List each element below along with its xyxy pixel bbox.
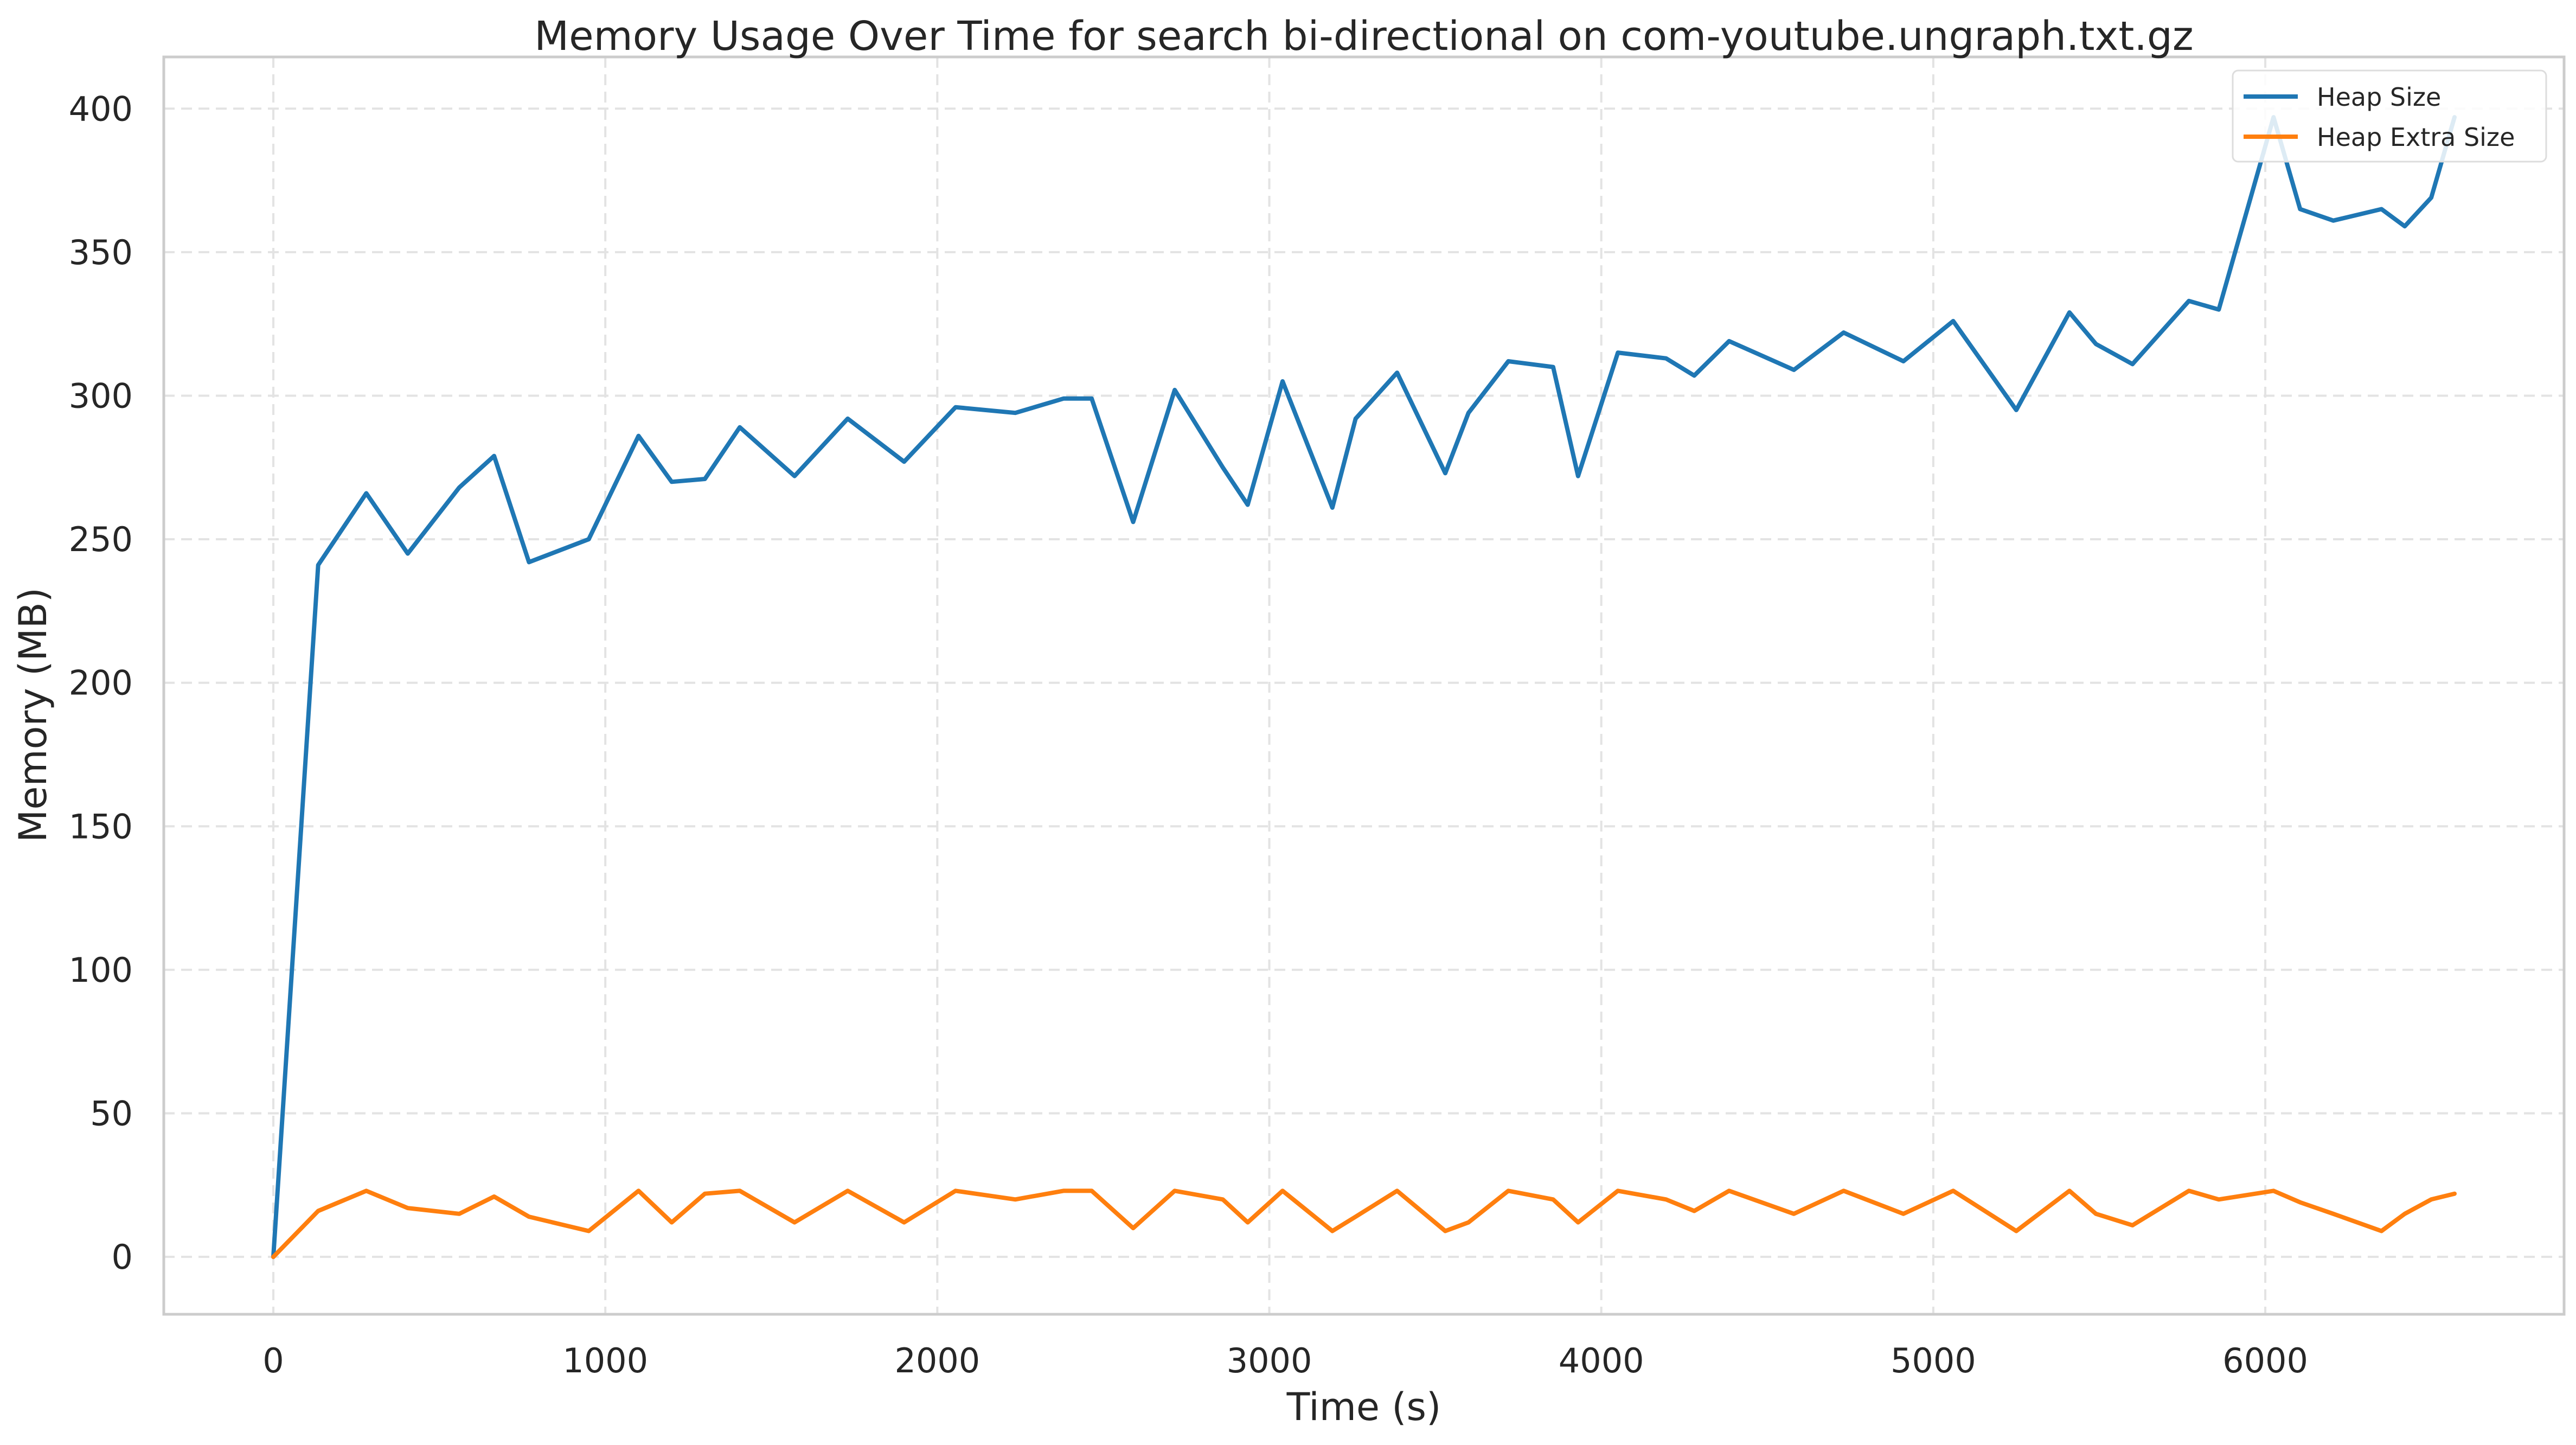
y-axis-label: Memory (MB) <box>11 587 55 842</box>
y-tick-label: 150 <box>69 807 133 846</box>
chart-title: Memory Usage Over Time for search bi-dir… <box>534 13 2193 60</box>
plot-frame <box>162 55 2566 1316</box>
grid-lines <box>164 57 2564 1314</box>
series-line-heap-size <box>271 115 2457 1259</box>
legend-box <box>2232 69 2547 163</box>
legend: Heap Size Heap Extra Size <box>2232 69 2547 163</box>
y-tick-label: 0 <box>112 1237 133 1277</box>
x-tick-label: 1000 <box>562 1341 648 1380</box>
y-tick-label: 300 <box>69 376 133 415</box>
legend-label-heap-extra-size: Heap Extra Size <box>2317 123 2515 152</box>
y-tick-label: 250 <box>69 520 133 559</box>
x-tick-label: 6000 <box>2222 1341 2308 1380</box>
y-tick-label: 200 <box>69 663 133 703</box>
x-tick-label: 2000 <box>894 1341 980 1380</box>
x-tick-label: 0 <box>262 1341 284 1380</box>
x-tick-label: 3000 <box>1227 1341 1312 1380</box>
series-lines <box>271 115 2457 1259</box>
y-tick-label: 400 <box>69 89 133 129</box>
y-tick-label: 100 <box>69 950 133 990</box>
x-axis-label: Time (s) <box>1286 1385 1441 1429</box>
x-tick-label: 5000 <box>1891 1341 1976 1380</box>
y-tick-label: 50 <box>90 1094 133 1134</box>
series-line-heap-extra-size <box>271 1188 2457 1259</box>
axis-ticks: 0 1000 2000 3000 4000 5000 6000 0 50 100 150 200 250… <box>69 89 2308 1380</box>
legend-label-heap-size: Heap Size <box>2317 82 2441 112</box>
y-tick-label: 350 <box>69 233 133 272</box>
x-tick-label: 4000 <box>1559 1341 1644 1380</box>
